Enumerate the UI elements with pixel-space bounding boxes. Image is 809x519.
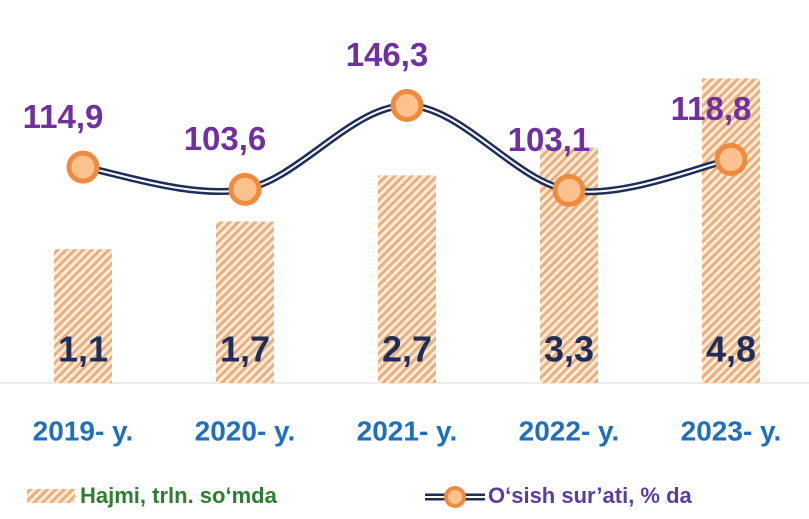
bar: [702, 78, 760, 383]
line-value-label: 103,6: [184, 120, 267, 157]
line-value-label: 146,3: [346, 36, 429, 73]
legend-marker: [444, 486, 466, 508]
legend-label: O‘sish sur’ati, % da: [488, 483, 693, 508]
line-value-label: 114,9: [23, 98, 104, 135]
bar: [378, 175, 436, 383]
line-value-label: 103,1: [508, 121, 591, 158]
line-marker: [228, 172, 262, 206]
x-tick-label: 2019- y.: [33, 415, 134, 446]
bar: [216, 221, 274, 383]
bar-value-label: 3,3: [544, 329, 594, 370]
bar-value-label: 1,1: [58, 329, 108, 370]
x-tick-label: 2022- y.: [519, 415, 620, 446]
legend-swatch: [27, 489, 75, 503]
bar-value-label: 2,7: [382, 329, 432, 370]
line-marker: [552, 173, 586, 207]
line-value-label: 118,8: [671, 90, 752, 127]
line-marker: [390, 88, 424, 122]
bar: [54, 249, 112, 383]
legend-label: Hajmi, trln. so‘mda: [80, 483, 278, 508]
bar-value-label: 1,7: [220, 329, 270, 370]
bar-value-label: 4,8: [706, 329, 756, 370]
x-tick-label: 2021- y.: [357, 415, 458, 446]
line-marker: [66, 150, 100, 184]
line-marker: [714, 142, 748, 176]
x-tick-label: 2020- y.: [195, 415, 296, 446]
x-tick-label: 2023- y.: [681, 415, 782, 446]
